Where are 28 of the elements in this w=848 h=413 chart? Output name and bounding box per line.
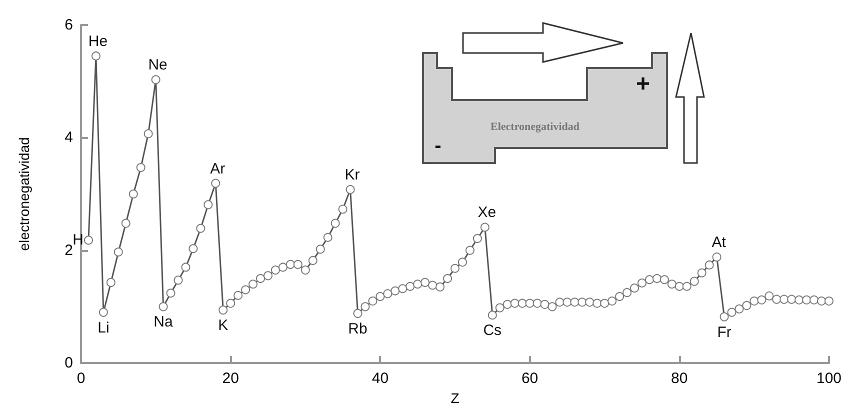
annotation: - [434,135,442,157]
annotation: H [72,232,84,249]
x-tick-label: 0 [76,370,86,387]
x-tick-label: 60 [521,370,538,387]
annotation: Electronegatividad [490,121,580,133]
x-tick-label: 20 [222,370,239,387]
x-tick-label: 100 [816,370,842,387]
x-tick-label: 80 [671,370,688,387]
y-tick-label: 4 [64,129,73,146]
annotation: Cs [483,322,502,340]
annotation: Li [98,319,110,336]
annotation: + [636,70,650,98]
annotation: At [712,234,727,252]
annotation: Xe [478,204,496,222]
annotation: K [218,317,228,334]
annotation: Ne [148,56,168,74]
x-tick-label: 40 [372,370,389,387]
annotation: He [88,32,108,50]
y-tick-label: 6 [64,16,73,34]
annotation: Ar [210,160,226,178]
y-tick-label: 2 [64,242,73,259]
y-axis-title: electronegatividad [16,137,32,251]
x-axis-title: Z [450,390,460,406]
annotation: Na [154,314,174,331]
annotation: Kr [344,166,360,184]
annotation: Rb [348,320,368,338]
y-tick-label: 0 [64,354,73,372]
annotation: Fr [717,324,732,341]
